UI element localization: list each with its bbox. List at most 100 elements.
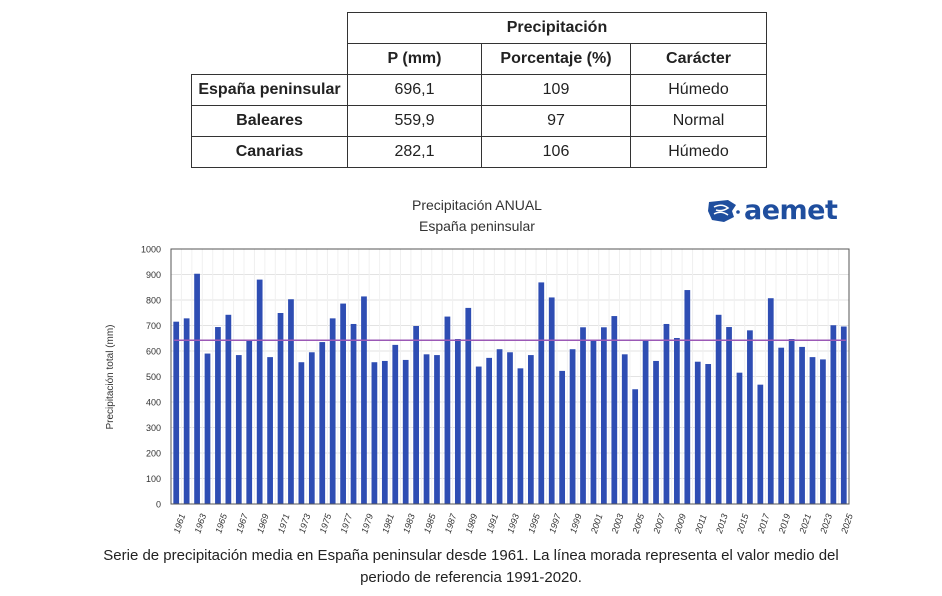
y-tick-label: 500 bbox=[146, 372, 161, 382]
y-tick-label: 200 bbox=[146, 449, 161, 459]
bar-2014 bbox=[726, 327, 732, 504]
bar-2001 bbox=[590, 340, 597, 504]
x-tick-label: 1997 bbox=[547, 512, 563, 535]
bar-1963 bbox=[194, 273, 200, 504]
bar-2016 bbox=[747, 330, 753, 504]
bar-1983 bbox=[402, 359, 409, 504]
row-p-mm: 282,1 bbox=[347, 136, 482, 168]
x-tick-label: 1985 bbox=[422, 512, 438, 535]
bar-1991 bbox=[486, 357, 493, 504]
x-tick-label: 1999 bbox=[568, 512, 584, 534]
x-tick-label: 2007 bbox=[651, 512, 667, 536]
bar-1966 bbox=[225, 314, 232, 504]
row-p-mm: 559,9 bbox=[347, 105, 482, 137]
bar-1977 bbox=[340, 303, 346, 504]
bar-1999 bbox=[569, 349, 576, 504]
table-corner bbox=[192, 44, 348, 75]
bar-1976 bbox=[329, 318, 336, 504]
x-tick-label: 1981 bbox=[380, 512, 396, 534]
x-tick-label: 1973 bbox=[297, 512, 313, 534]
column-header-p-mm: P (mm) bbox=[347, 43, 482, 75]
aemet-swirl-icon bbox=[708, 199, 740, 222]
x-tick-label: 1969 bbox=[255, 512, 271, 534]
bar-1998 bbox=[559, 370, 566, 504]
x-tick-label: 2001 bbox=[589, 512, 605, 535]
bar-1964 bbox=[204, 353, 211, 504]
bar-1971 bbox=[277, 313, 284, 504]
x-tick-label: 2017 bbox=[755, 512, 771, 536]
row-p-mm: 696,1 bbox=[347, 74, 482, 106]
x-tick-label: 1989 bbox=[464, 512, 480, 534]
bar-1975 bbox=[319, 342, 326, 504]
bar-2015 bbox=[736, 372, 743, 504]
bar-2005 bbox=[632, 389, 639, 504]
bar-2020 bbox=[788, 339, 795, 504]
x-tick-label: 2019 bbox=[776, 512, 792, 535]
chart-title: Precipitación ANUAL bbox=[412, 197, 542, 213]
bar-1987 bbox=[444, 316, 451, 504]
bar-2025 bbox=[840, 326, 847, 504]
table-row: Baleares 559,9 97 Normal bbox=[191, 105, 767, 137]
row-character: Húmedo bbox=[630, 74, 767, 106]
bar-2009 bbox=[674, 337, 680, 504]
aemet-logo-text: aemet bbox=[744, 195, 838, 226]
bar-1967 bbox=[235, 355, 242, 504]
x-tick-label: 1993 bbox=[505, 512, 521, 534]
x-tick-label: 2003 bbox=[609, 512, 625, 535]
bar-2022 bbox=[809, 357, 816, 504]
bar-1979 bbox=[361, 296, 367, 504]
bar-1965 bbox=[215, 327, 221, 504]
x-tick-label: 1965 bbox=[213, 512, 229, 535]
x-tick-label: 1975 bbox=[318, 512, 334, 535]
figure-caption: Serie de precipitación media en España p… bbox=[0, 545, 942, 589]
y-tick-label: 800 bbox=[146, 296, 161, 306]
bar-1990 bbox=[475, 366, 482, 504]
caption-line-1: Serie de precipitación media en España p… bbox=[103, 547, 839, 564]
chart-subtitle: España peninsular bbox=[419, 218, 535, 234]
bar-1995 bbox=[527, 355, 534, 504]
x-tick-label: 2021 bbox=[797, 512, 813, 535]
bar-2021 bbox=[799, 346, 805, 504]
aemet-logo: aemet bbox=[706, 195, 838, 226]
bar-1981 bbox=[381, 360, 388, 504]
y-tick-label: 700 bbox=[146, 321, 161, 331]
column-header-percentage: Porcentaje (%) bbox=[481, 43, 631, 75]
column-header-character: Carácter bbox=[630, 43, 767, 75]
table-row: Canarias 282,1 106 Húmedo bbox=[191, 136, 767, 168]
y-tick-label: 400 bbox=[146, 398, 161, 408]
bar-1997 bbox=[548, 297, 555, 504]
x-tick-label: 2025 bbox=[839, 512, 855, 536]
bar-1985 bbox=[423, 354, 430, 504]
annual-precipitation-chart: Precipitación ANUAL España peninsular Pr… bbox=[105, 197, 855, 536]
y-tick-label: 900 bbox=[146, 270, 161, 280]
bar-1973 bbox=[298, 362, 305, 504]
x-tick-label: 2023 bbox=[818, 512, 834, 535]
x-tick-label: 1983 bbox=[401, 512, 417, 534]
x-tick-label: 2011 bbox=[693, 513, 709, 535]
bar-1989 bbox=[465, 307, 472, 504]
bar-2000 bbox=[580, 327, 586, 504]
row-percentage: 106 bbox=[481, 136, 631, 168]
x-tick-label: 1963 bbox=[192, 512, 208, 534]
row-character: Normal bbox=[630, 105, 767, 137]
x-tick-label: 1967 bbox=[234, 512, 250, 535]
bar-1993 bbox=[507, 352, 513, 504]
bar-1969 bbox=[256, 279, 263, 504]
bar-1978 bbox=[350, 323, 357, 504]
bar-2003 bbox=[611, 316, 618, 504]
bar-2002 bbox=[601, 327, 607, 504]
x-tick-label: 2009 bbox=[672, 512, 688, 535]
row-character: Húmedo bbox=[630, 136, 767, 168]
bar-2010 bbox=[684, 290, 691, 504]
row-percentage: 109 bbox=[481, 74, 631, 106]
row-region: España peninsular bbox=[191, 74, 348, 106]
bar-2004 bbox=[621, 354, 628, 504]
bar-1986 bbox=[434, 355, 440, 504]
bar-1974 bbox=[308, 352, 315, 504]
bar-2007 bbox=[653, 360, 659, 504]
x-tick-label: 1971 bbox=[276, 512, 292, 534]
bar-2023 bbox=[820, 359, 826, 504]
y-tick-label: 300 bbox=[146, 423, 161, 433]
bar-1962 bbox=[183, 318, 190, 504]
x-tick-label: 1991 bbox=[485, 512, 501, 534]
